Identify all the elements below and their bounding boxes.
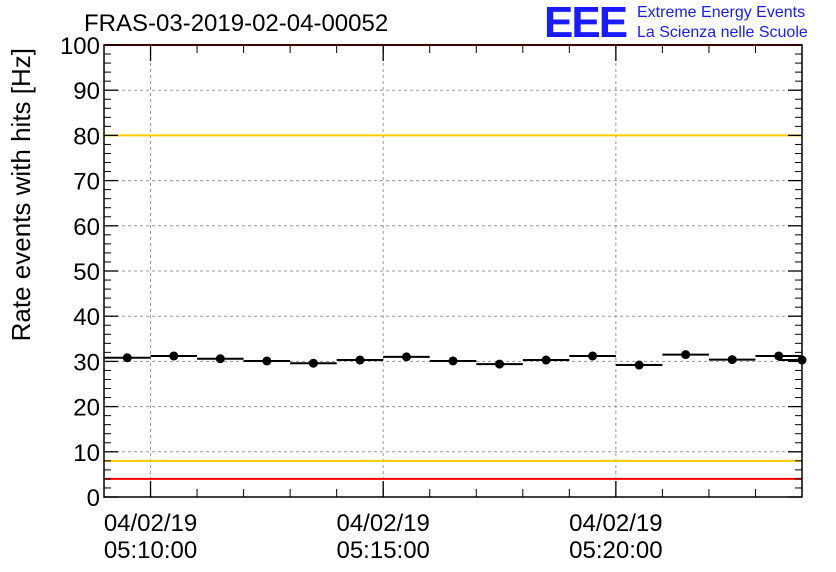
data-point: [401, 352, 411, 362]
y-tick-label: 70: [73, 169, 100, 196]
x-tick-labels: 04/02/1905:10:0004/02/1905:15:0004/02/19…: [104, 510, 663, 564]
data-point: [169, 351, 179, 361]
y-tick-label: 20: [73, 395, 100, 422]
x-tick-label-time: 05:20:00: [569, 537, 662, 564]
y-tick-label: 30: [73, 349, 100, 376]
data-point: [122, 353, 132, 363]
data-point: [727, 355, 737, 365]
x-tick-label-date: 04/02/19: [569, 510, 662, 537]
x-tick-label-time: 05:10:00: [104, 537, 197, 564]
y-tick-label: 100: [60, 33, 100, 60]
data-point: [797, 355, 807, 365]
data-point: [588, 351, 598, 361]
y-tick-label: 40: [73, 304, 100, 331]
y-tick-label: 90: [73, 78, 100, 105]
y-tick-label: 10: [73, 440, 100, 467]
data-point: [448, 356, 458, 366]
logo-line-2: La Scienza nelle Scuole: [637, 24, 808, 41]
data-point: [495, 359, 505, 369]
data-point: [308, 358, 318, 368]
grid: [104, 45, 802, 497]
data-point: [355, 355, 365, 365]
x-tick-label-time: 05:15:00: [336, 537, 429, 564]
eee-logo-icon: EEE: [544, 0, 628, 47]
data-point: [634, 360, 644, 370]
data-point: [681, 350, 691, 360]
data-point: [541, 355, 551, 365]
data-points: [104, 350, 807, 370]
data-point: [774, 351, 784, 361]
logo-line-1: Extreme Energy Events: [637, 4, 806, 21]
data-point: [262, 356, 272, 366]
x-tick-label-date: 04/02/19: [104, 510, 197, 537]
data-point: [215, 354, 225, 364]
y-tick-label: 80: [73, 123, 100, 150]
y-tick-label: 0: [87, 485, 100, 512]
plot-frame: [103, 44, 803, 498]
y-tick-label: 50: [73, 259, 100, 286]
logo-text: Extreme Energy Events La Scienza nelle S…: [637, 3, 808, 43]
chart-title: FRAS-03-2019-02-04-00052: [84, 10, 389, 37]
y-tick-label: 60: [73, 214, 100, 241]
y-tick-labels: 0 10 20 30 40 50 60 70 80 90 100: [60, 33, 100, 512]
y-axis-label: Rate events with hits [Hz]: [6, 48, 36, 341]
reference-lines: [104, 44, 802, 480]
x-tick-label-date: 04/02/19: [336, 510, 429, 537]
